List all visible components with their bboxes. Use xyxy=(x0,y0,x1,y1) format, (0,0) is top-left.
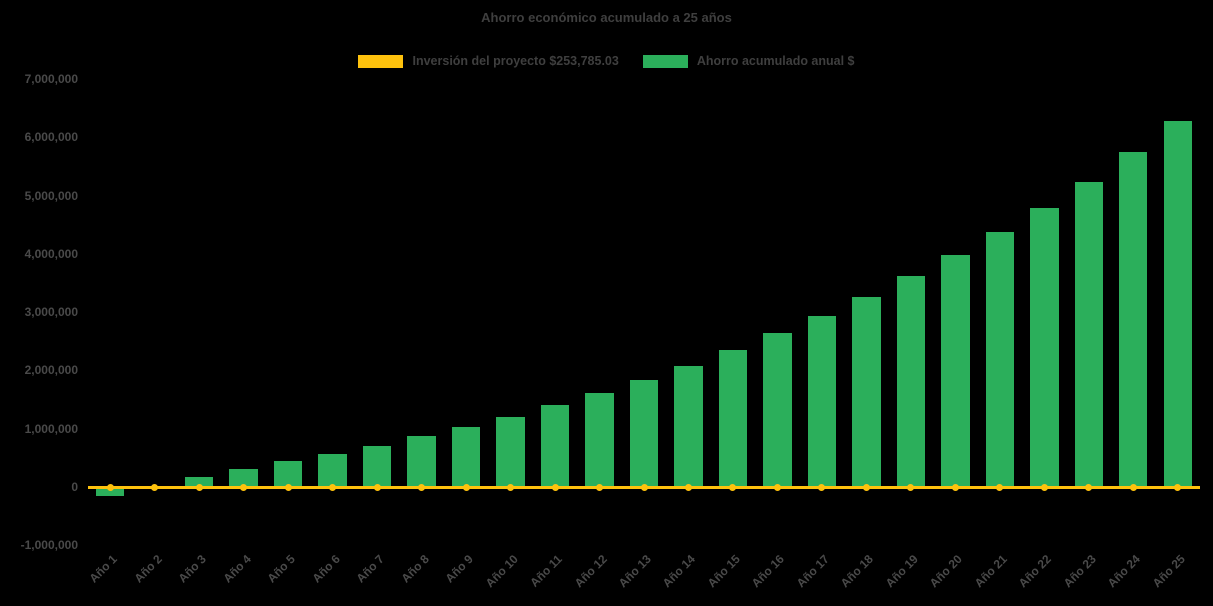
investment-line-marker xyxy=(1040,484,1048,492)
plot-area xyxy=(88,80,1200,546)
y-tick-label: 0 xyxy=(71,479,78,494)
x-tick-label: Año 1 xyxy=(86,552,121,586)
y-tick-label: 4,000,000 xyxy=(24,246,78,261)
investment-line-marker xyxy=(195,484,203,492)
y-tick-label: 6,000,000 xyxy=(24,130,78,145)
bar-año-13 xyxy=(629,379,659,488)
investment-line-marker xyxy=(284,484,292,492)
y-tick-label: 3,000,000 xyxy=(24,305,78,319)
bar-año-4 xyxy=(229,468,258,488)
investment-line-marker xyxy=(596,484,604,492)
bar-año-14 xyxy=(674,366,703,488)
investment-line-marker xyxy=(862,484,870,492)
investment-line-marker xyxy=(329,484,337,492)
bar-año-15 xyxy=(718,350,748,488)
investment-line-marker xyxy=(907,484,915,492)
bar-año-11 xyxy=(540,405,570,488)
x-tick-label: Año 11 xyxy=(527,552,565,590)
bar-año-7 xyxy=(362,445,392,488)
bar-año-6 xyxy=(318,453,347,488)
bar-año-12 xyxy=(585,392,614,488)
investment-line-marker xyxy=(951,484,959,492)
bar-año-20 xyxy=(941,254,970,488)
x-tick-label: Año 24 xyxy=(1104,552,1144,591)
x-tick-label: Año 2 xyxy=(131,552,165,586)
bar-año-5 xyxy=(273,460,303,488)
investment-line-marker xyxy=(1129,484,1137,492)
x-tick-label: Año 4 xyxy=(220,552,254,586)
bar-año-3 xyxy=(184,477,214,488)
investment-line-marker xyxy=(1174,484,1182,492)
legend-label-investment: Inversión del proyecto $253,785.03 xyxy=(412,54,619,68)
y-axis: 7,000,000 6,000,000 5,000,000 4,000,000 3,00… xyxy=(0,72,78,552)
investment-line-marker xyxy=(640,484,648,492)
x-tick-label: Año 5 xyxy=(264,552,299,586)
investment-line-marker xyxy=(240,484,248,492)
x-tick-label: Año 16 xyxy=(749,552,788,591)
bar-año-22 xyxy=(1030,208,1059,488)
x-tick-label: Año 20 xyxy=(927,552,966,591)
bar-año-21 xyxy=(985,232,1015,488)
bar-año-25 xyxy=(1163,121,1192,488)
investment-line-marker xyxy=(773,484,781,492)
chart-title: Ahorro económico acumulado a 25 años xyxy=(481,10,732,25)
x-tick-label: Año 18 xyxy=(838,552,877,591)
x-tick-label: Año 17 xyxy=(793,552,832,591)
x-tick-label: Año 10 xyxy=(482,552,521,591)
investment-line-marker xyxy=(996,484,1004,492)
x-tick-label: Año 14 xyxy=(660,552,699,591)
x-tick-label: Año 15 xyxy=(704,552,743,591)
investment-line-marker xyxy=(684,484,692,492)
savings-bar-swatch xyxy=(642,54,688,68)
y-tick-label: 5,000,000 xyxy=(24,188,78,203)
bar-año-18 xyxy=(852,297,881,488)
investment-line-marker xyxy=(418,484,426,492)
bar-año-23 xyxy=(1074,181,1104,488)
investment-line-marker xyxy=(373,484,381,492)
legend-item-savings: Ahorro acumulado anual $ xyxy=(642,54,855,68)
x-tick-label: Año 3 xyxy=(175,552,210,586)
y-tick-label: 2,000,000 xyxy=(24,363,78,378)
investment-line-marker xyxy=(551,484,559,492)
bar-año-10 xyxy=(496,416,525,488)
investment-line-marker xyxy=(151,484,159,492)
x-tick-label: Año 23 xyxy=(1060,552,1099,591)
y-tick-label: 7,000,000 xyxy=(24,72,78,86)
bar-año-17 xyxy=(807,315,837,488)
x-tick-label: Año 13 xyxy=(615,552,654,591)
investment-line-marker xyxy=(106,484,114,492)
x-tick-label: Año 12 xyxy=(571,552,610,591)
x-tick-label: Año 6 xyxy=(309,552,343,586)
bar-año-24 xyxy=(1119,152,1148,488)
y-tick-label: -1,000,000 xyxy=(20,538,78,552)
bar-año-19 xyxy=(896,276,926,488)
legend: Inversión del proyecto $253,785.03 Ahorr… xyxy=(0,54,1213,68)
investment-line-marker xyxy=(507,484,515,492)
bar-año-9 xyxy=(451,427,481,488)
x-tick-label: Año 7 xyxy=(353,552,388,586)
x-tick-label: Año 21 xyxy=(971,552,1010,591)
x-tick-label: Año 25 xyxy=(1149,552,1188,591)
x-tick-label: Año 22 xyxy=(1016,552,1055,591)
legend-label-savings: Ahorro acumulado anual $ xyxy=(696,54,855,68)
x-tick-label: Año 9 xyxy=(442,552,476,586)
bar-año-8 xyxy=(407,436,436,488)
bar-año-16 xyxy=(763,333,792,488)
investment-line-swatch xyxy=(358,54,404,68)
investment-line-marker xyxy=(818,484,826,492)
x-tick-label: Año 8 xyxy=(398,552,432,586)
y-tick-label: 1,000,000 xyxy=(24,421,78,436)
investment-line-marker xyxy=(462,484,470,492)
x-tick-label: Año 19 xyxy=(882,552,921,591)
legend-item-investment: Inversión del proyecto $253,785.03 xyxy=(358,54,619,68)
investment-line-marker xyxy=(729,484,737,492)
bar-año-1 xyxy=(96,487,125,497)
investment-line-marker xyxy=(1085,484,1093,492)
